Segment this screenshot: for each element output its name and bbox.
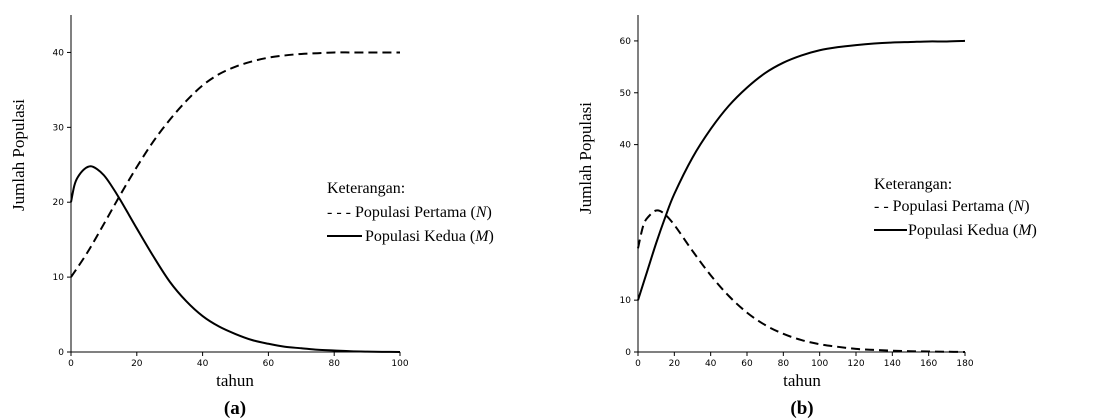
x-tick-label-a: 60 <box>263 359 275 369</box>
x-tick-label-b: 20 <box>669 359 681 369</box>
y-tick-label-a: 20 <box>53 198 65 208</box>
series-line-b-populasi-pertama <box>637 209 966 353</box>
x-tick-label-b: 140 <box>884 359 901 369</box>
x-tick-label-b: 120 <box>847 359 864 369</box>
y-axis-title-a: Jumlah Populasi <box>9 99 28 211</box>
legend-entry-a-0-suffix: ) <box>487 204 492 221</box>
y-tick-label-a: 10 <box>53 273 65 283</box>
series-line-b-populasi-kedua <box>637 39 966 301</box>
x-tick-label-a: 80 <box>328 359 340 369</box>
legend-a: Keterangan: - - - Populasi Pertama (N) P… <box>327 180 494 245</box>
y-tick-label-b: 60 <box>620 37 632 47</box>
legend-entry-a-1-symbol: M <box>474 228 490 245</box>
series-line-a-populasi-kedua <box>70 165 401 353</box>
y-tick-label-a: 40 <box>53 48 65 58</box>
y-tick-label-b: 50 <box>620 89 632 99</box>
legend-entry-a-1-text: Populasi Kedua ( <box>365 228 475 245</box>
x-tick-label-b: 80 <box>778 359 790 369</box>
panel-label-b: (b) <box>790 398 813 419</box>
tick-group-b: 0 20 40 60 80 100 120 140 160 180 0 10 40 50 60 <box>620 37 974 369</box>
y-tick-label-b: 0 <box>625 348 631 358</box>
x-tick-label-a: 20 <box>131 359 143 369</box>
legend-entry-b-0-suffix: ) <box>1024 198 1029 215</box>
y-tick-label-a: 0 <box>58 348 64 358</box>
x-tick-label-a: 100 <box>391 359 408 369</box>
y-tick-label-b: 10 <box>620 296 632 306</box>
legend-entry-b-1-text: Populasi Kedua ( <box>908 222 1018 239</box>
legend-entry-a-0: - - - Populasi Pertama (N) <box>327 204 492 221</box>
x-tick-label-b: 60 <box>741 359 753 369</box>
legend-entry-a-0-dash: - - - <box>327 204 355 221</box>
x-tick-label-b: 0 <box>635 359 641 369</box>
x-axis-title-b: tahun <box>783 371 821 390</box>
x-tick-label-a: 0 <box>68 359 74 369</box>
y-tick-label-b: 40 <box>620 141 632 151</box>
series-group-a <box>70 51 401 353</box>
x-tick-label-b: 40 <box>705 359 717 369</box>
legend-entry-b-1-suffix: ) <box>1032 222 1037 239</box>
x-tick-label-b: 180 <box>956 359 973 369</box>
chart-panel-a: 0 20 40 60 80 100 0 10 20 30 40 tahun Jumlah Popul… <box>9 15 494 419</box>
legend-entry-b-0-symbol: N <box>1013 198 1026 215</box>
legend-entry-b-0: - - Populasi Pertama (N) <box>874 198 1030 215</box>
x-tick-label-b: 100 <box>811 359 828 369</box>
legend-title-b: Keterangan: <box>874 176 952 193</box>
y-axis-title-b: Jumlah Populasi <box>576 102 595 214</box>
tick-group-a: 0 20 40 60 80 100 0 10 20 30 40 <box>53 48 409 369</box>
x-axis-title-a: tahun <box>216 371 254 390</box>
series-group-b <box>637 39 966 353</box>
series-line-a-populasi-pertama <box>70 51 400 278</box>
legend-entry-a-0-text: Populasi Pertama ( <box>355 204 476 221</box>
legend-entry-a-0-symbol: N <box>475 204 488 221</box>
legend-entry-b-0-text: Populasi Pertama ( <box>893 198 1014 215</box>
legend-title-a: Keterangan: <box>327 180 405 197</box>
legend-entry-a-1: Populasi Kedua (M) <box>365 228 494 245</box>
x-tick-label-a: 40 <box>197 359 209 369</box>
legend-entry-b-0-dash: - - <box>874 198 893 215</box>
y-tick-label-a: 30 <box>53 123 65 133</box>
panel-label-a: (a) <box>224 398 246 419</box>
legend-entry-b-1: Populasi Kedua (M) <box>908 222 1037 239</box>
legend-b: Keterangan: - - Populasi Pertama (N) Pop… <box>874 176 1037 239</box>
legend-entry-b-1-symbol: M <box>1017 222 1033 239</box>
legend-entry-a-1-suffix: ) <box>489 228 494 245</box>
x-tick-label-b: 160 <box>920 359 937 369</box>
